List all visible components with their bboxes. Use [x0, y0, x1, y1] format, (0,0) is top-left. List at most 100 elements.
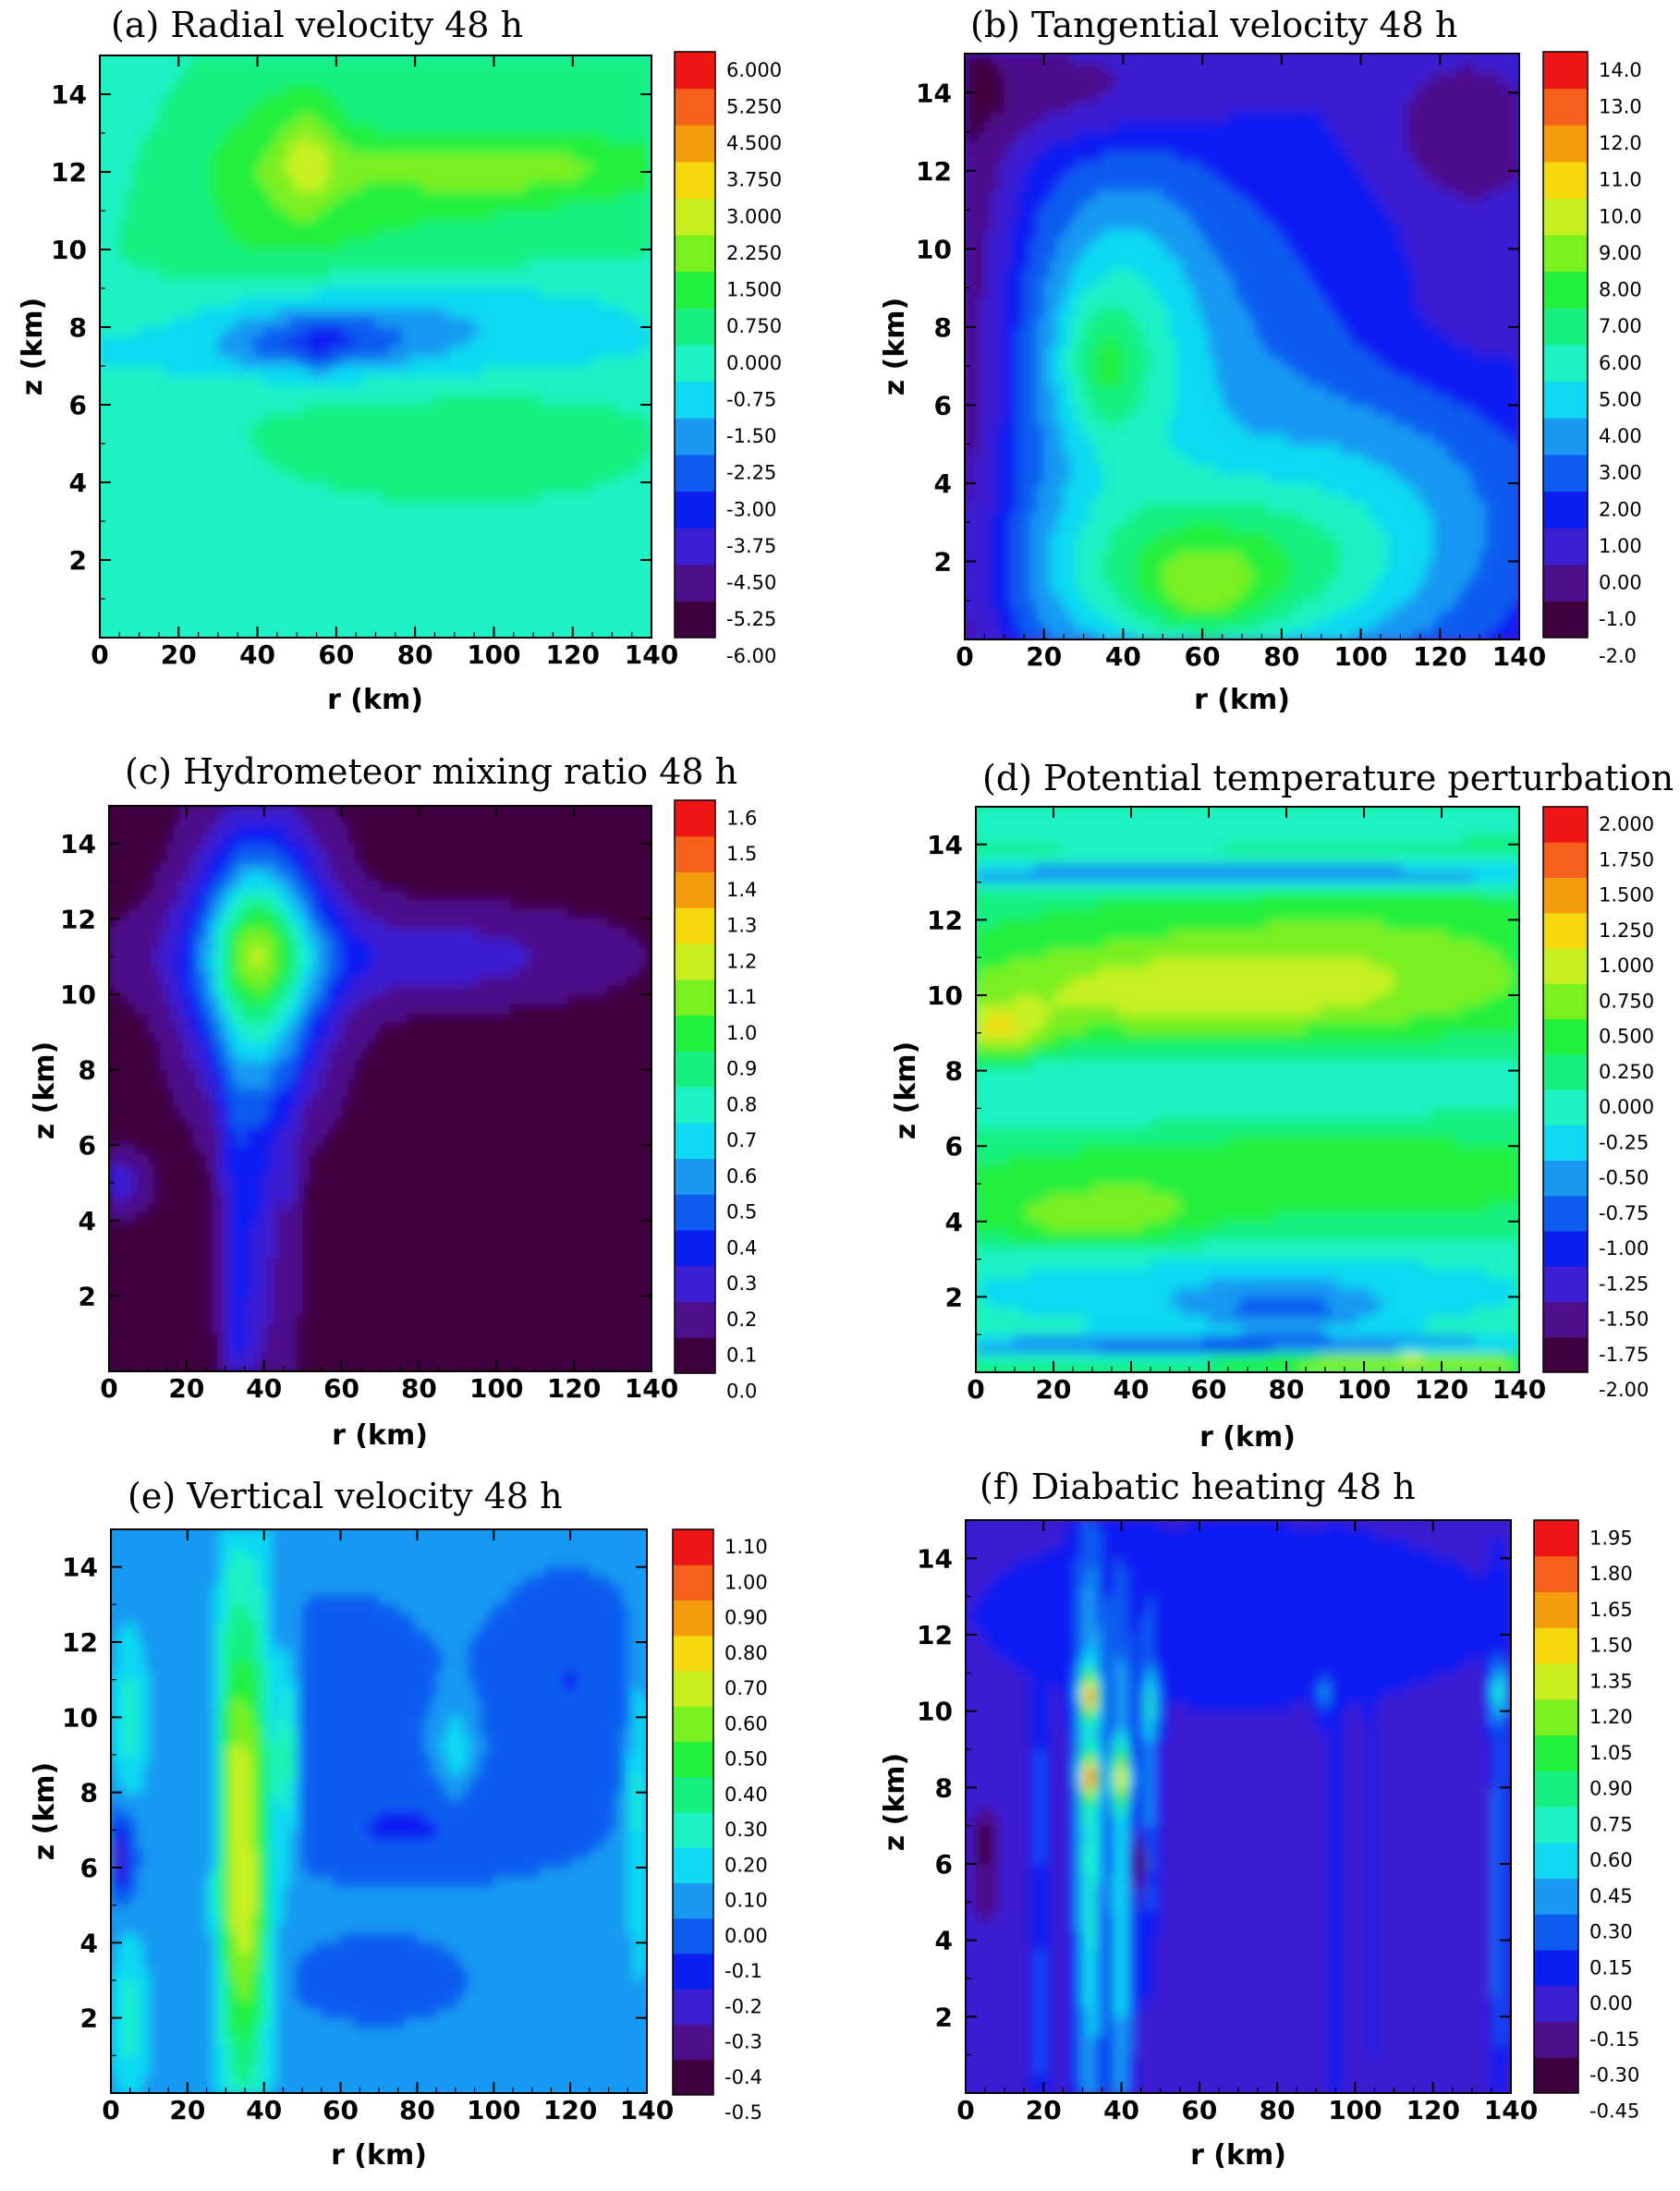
- x-tick-label: 80: [397, 639, 433, 670]
- y-tick-label: 4: [69, 468, 87, 498]
- colorbar-label: 9.00: [1599, 242, 1642, 264]
- colorbar-swatch: [1543, 88, 1588, 126]
- y-tick-label: 4: [935, 1926, 953, 1956]
- colorbar-label: 4.00: [1599, 425, 1642, 447]
- panel-a-x-axis-label: r (km): [327, 684, 423, 716]
- colorbar-swatch: [1543, 418, 1588, 456]
- colorbar-swatch: [673, 1635, 713, 1672]
- colorbar-label: 0.8: [726, 1093, 757, 1115]
- colorbar-label: 4.500: [726, 132, 782, 154]
- colorbar-label: 5.250: [726, 95, 782, 117]
- colorbar-swatch: [673, 1954, 713, 1990]
- y-tick-label: 12: [917, 1620, 953, 1650]
- panel-f-title: (f) Diabatic heating 48 h: [980, 1467, 1416, 1507]
- colorbar-swatch: [675, 800, 715, 837]
- colorbar-swatch: [675, 943, 715, 980]
- colorbar-swatch: [1543, 601, 1588, 639]
- colorbar-label: -0.75: [1599, 1202, 1649, 1224]
- y-tick-label: 4: [80, 1928, 98, 1958]
- x-tick-label: 20: [168, 1373, 204, 1404]
- colorbar-label: -0.15: [1589, 2028, 1639, 2051]
- panel-d-y-axis-label: z (km): [890, 1041, 922, 1140]
- colorbar-label: 0.750: [1599, 990, 1654, 1012]
- colorbar-label: 1.50: [1589, 1635, 1633, 1657]
- panel-d-x-axis-label: r (km): [1199, 1421, 1296, 1454]
- y-tick-label: 12: [927, 905, 963, 935]
- colorbar-swatch: [1534, 1878, 1578, 1915]
- colorbar-label: 1.750: [1599, 848, 1654, 870]
- colorbar-label: -5.25: [726, 608, 776, 630]
- colorbar-label: 1.000: [1599, 955, 1654, 977]
- colorbar-swatch: [675, 1265, 715, 1302]
- colorbar-label: 0.9: [726, 1058, 757, 1080]
- colorbar-swatch: [673, 1564, 713, 1601]
- colorbar-swatch: [1534, 1735, 1578, 1771]
- colorbar-label: 0.60: [724, 1712, 768, 1735]
- panel-b-contour-field: [965, 54, 1519, 639]
- colorbar-swatch: [675, 1301, 715, 1338]
- colorbar-swatch: [1543, 842, 1588, 878]
- colorbar-swatch: [673, 1671, 713, 1707]
- colorbar-swatch: [1534, 1663, 1578, 1700]
- colorbar-label: 0.4: [726, 1236, 757, 1259]
- colorbar-label: 0.20: [724, 1854, 768, 1876]
- colorbar-label: 1.05: [1589, 1742, 1633, 1764]
- y-tick-label: 4: [934, 469, 952, 499]
- colorbar-label: 0.40: [724, 1783, 768, 1806]
- colorbar-label: 1.2: [726, 950, 757, 972]
- y-tick-label: 2: [80, 2003, 98, 2034]
- colorbar-label: 0.1: [726, 1345, 757, 1367]
- colorbar-swatch: [673, 1882, 713, 1919]
- colorbar-swatch: [675, 235, 715, 273]
- colorbar-swatch: [675, 161, 715, 199]
- colorbar-swatch: [1543, 1301, 1588, 1338]
- colorbar-label: 0.50: [724, 1748, 768, 1771]
- colorbar-label: 7.00: [1599, 315, 1642, 337]
- colorbar-swatch: [1543, 983, 1588, 1019]
- panel-f: (f) Diabatic heating 48 h 0 20 40 60 80 100 12…: [879, 1467, 1639, 2172]
- x-tick-label: 120: [1415, 1374, 1468, 1405]
- x-tick-label: 40: [239, 639, 275, 670]
- colorbar-swatch: [673, 1706, 713, 1742]
- x-tick-label: 40: [246, 1373, 282, 1404]
- colorbar-swatch: [1543, 198, 1588, 236]
- panel-e-y-ticks: 2 4 6 8 10 12 14: [62, 1552, 647, 2056]
- x-tick-label: 120: [1413, 641, 1467, 672]
- colorbar-swatch: [675, 979, 715, 1016]
- panel-b-colorbar: 14.0 13.0 12.0 11.0 10.0 9.00 8.00 7.00 6.00 5.00…: [1542, 51, 1642, 667]
- y-tick-label: 8: [934, 312, 952, 343]
- colorbar-label: 8.00: [1599, 279, 1642, 301]
- colorbar-label: 0.60: [1589, 1849, 1633, 1871]
- x-tick-label: 80: [1260, 2095, 1296, 2125]
- x-tick-label: 20: [1036, 1374, 1072, 1405]
- colorbar-label: 0.45: [1589, 1885, 1633, 1907]
- colorbar-label: 0.75: [1589, 1813, 1633, 1835]
- x-tick-label: 0: [967, 1374, 984, 1405]
- panel-c-y-axis-label: z (km): [29, 1041, 61, 1140]
- colorbar-label: 14.0: [1599, 59, 1642, 81]
- panel-c-x-ticks: 0 20 40 60 80 100 120 140: [100, 806, 678, 1404]
- colorbar-label: 0.90: [724, 1607, 768, 1629]
- colorbar-swatch: [1534, 1807, 1578, 1844]
- x-tick-label: 140: [625, 639, 678, 670]
- panel-f-y-axis-label: z (km): [879, 1753, 911, 1852]
- x-tick-label: 40: [1105, 641, 1141, 672]
- x-tick-label: 60: [1185, 641, 1221, 672]
- panel-d-contour-field: [976, 807, 1519, 1372]
- y-tick-label: 10: [916, 234, 952, 264]
- colorbar-label: -0.2: [724, 1995, 762, 2017]
- panel-a-x-ticks: 0 20 40 60 80 100 120 140: [91, 55, 678, 670]
- colorbar-swatch: [675, 491, 715, 529]
- panel-a-contour-field: [100, 55, 651, 638]
- colorbar-label: 0.6: [726, 1165, 757, 1187]
- colorbar-swatch: [675, 1087, 715, 1124]
- colorbar-label: 1.00: [1599, 535, 1642, 557]
- colorbar-frame: [672, 1528, 714, 2096]
- colorbar-swatch: [673, 1741, 713, 1778]
- y-tick-label: 6: [934, 390, 952, 420]
- x-tick-label: 140: [625, 1373, 678, 1404]
- panel-a-title: (a) Radial velocity 48 h: [111, 5, 523, 45]
- colorbar-label: -2.25: [726, 462, 776, 484]
- panel-f-y-ticks: 2 4 6 8 10 12 14: [917, 1543, 1511, 2056]
- colorbar-label: 2.250: [726, 242, 782, 264]
